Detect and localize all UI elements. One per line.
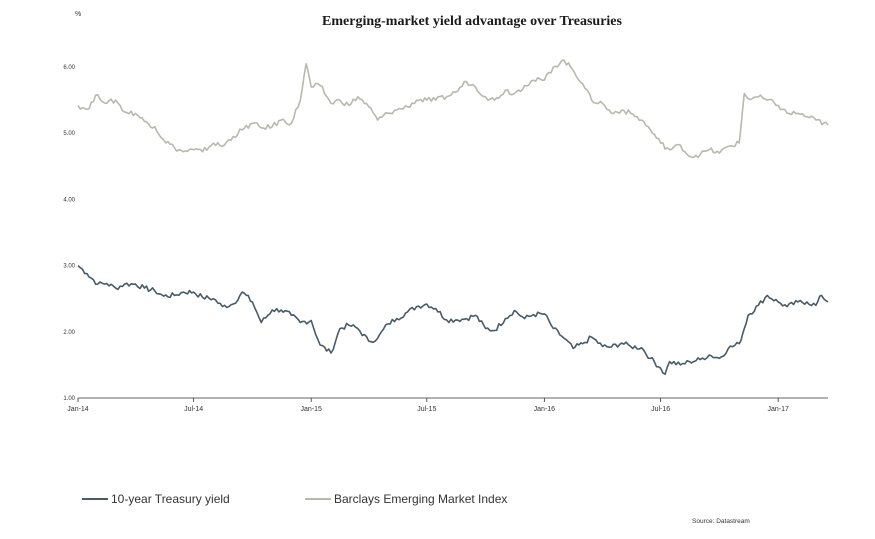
y-tick-label: 2.00 <box>63 330 75 336</box>
y-axis-ticks: 1.00 2.00 3.00 4.00 5.00 6.00 <box>63 65 75 402</box>
y-tick-label: 4.00 <box>63 197 75 203</box>
chart-title: Emerging-market yield advantage over Tre… <box>322 14 622 29</box>
x-tick-label: Jul-16 <box>651 406 670 413</box>
legend-label-treasury: 10-year Treasury yield <box>111 492 230 506</box>
y-tick-label: 6.00 <box>63 65 75 71</box>
x-tick-label: Jul-15 <box>417 406 436 413</box>
unit-label: % <box>75 11 81 18</box>
x-tick-label: Jan-17 <box>767 406 789 413</box>
y-tick-label: 5.00 <box>63 131 75 137</box>
series-line-treasury <box>77 265 829 376</box>
legend: 10-year Treasury yield Barclays Emerging… <box>82 492 507 506</box>
series-line-em-index <box>77 59 829 159</box>
x-tick-label: Jan-16 <box>534 406 556 413</box>
legend-label-em-index: Barclays Emerging Market Index <box>334 492 507 506</box>
series-lines <box>77 59 829 376</box>
y-tick-label: 1.00 <box>63 396 75 402</box>
source-note: Source: Datastream <box>692 518 750 525</box>
x-tick-label: Jan-14 <box>67 406 89 413</box>
x-tick-label: Jul-14 <box>184 406 203 413</box>
y-tick-label: 3.00 <box>63 264 75 270</box>
x-axis-ticks: Jan-14 Jul-14 Jan-15 Jul-15 Jan-16 Jul-16 Jan-… <box>67 398 789 413</box>
x-tick-label: Jan-15 <box>300 406 322 413</box>
